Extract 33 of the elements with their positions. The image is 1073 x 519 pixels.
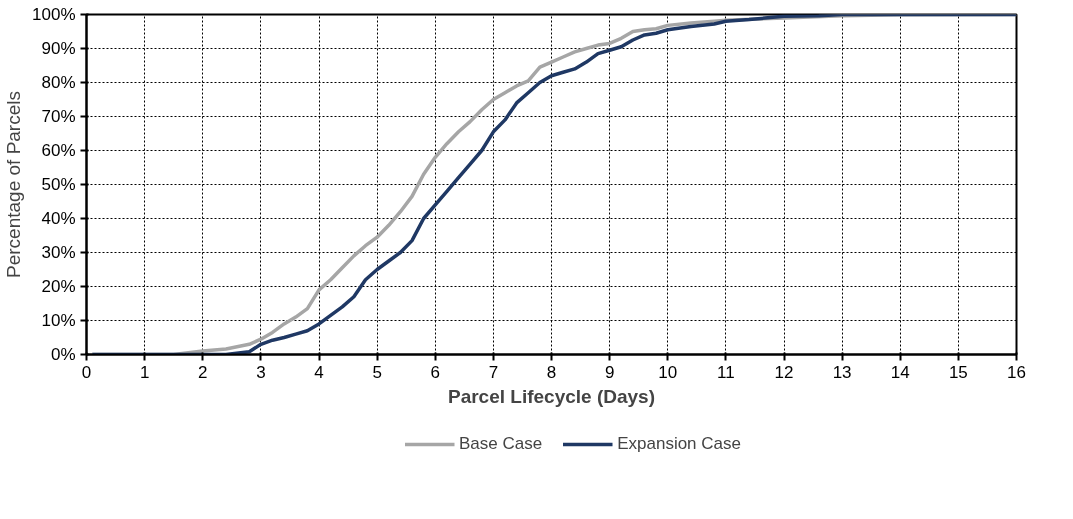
x-tick-label: 6 xyxy=(430,362,440,382)
y-tick-label: 10% xyxy=(41,311,76,330)
x-tick-label: 16 xyxy=(1007,362,1026,382)
x-tick-label: 12 xyxy=(774,362,794,382)
x-tick-label: 9 xyxy=(604,362,615,382)
x-tick-label: 0 xyxy=(81,362,92,382)
y-tick-label: 100% xyxy=(32,5,76,24)
x-tick-label: 4 xyxy=(314,362,324,382)
x-axis-title: Parcel Lifecycle (Days) xyxy=(448,385,656,407)
x-tick-label: 3 xyxy=(256,362,266,382)
y-tick-label: 60% xyxy=(41,141,76,160)
y-tick-label: 40% xyxy=(41,209,76,228)
y-tick-label: 0% xyxy=(50,345,76,364)
y-tick-label: 30% xyxy=(41,243,76,262)
x-tick-label: 1 xyxy=(139,362,150,382)
x-tick-label: 13 xyxy=(832,362,852,382)
line-series xyxy=(90,14,1017,355)
y-axis-title: Percentage of Parcels xyxy=(3,91,25,278)
legend-label: Expansion Case xyxy=(617,434,741,454)
x-tick-label: 7 xyxy=(488,362,499,382)
y-tick-label: 90% xyxy=(41,39,76,58)
x-tick-label: 14 xyxy=(890,362,910,382)
x-tick-label: 8 xyxy=(546,362,557,382)
x-tick-label: 15 xyxy=(948,362,968,382)
x-tick-label: 10 xyxy=(658,362,678,382)
y-tick-label: 20% xyxy=(41,277,76,296)
x-tick-label: 2 xyxy=(198,362,208,382)
y-tick-label: 50% xyxy=(41,175,76,194)
y-tick-label: 80% xyxy=(41,73,76,92)
x-tick-label: 5 xyxy=(372,362,382,382)
legend-label: Base Case xyxy=(459,434,543,454)
y-tick-label: 70% xyxy=(41,107,76,126)
x-tick-label: 11 xyxy=(717,362,735,382)
